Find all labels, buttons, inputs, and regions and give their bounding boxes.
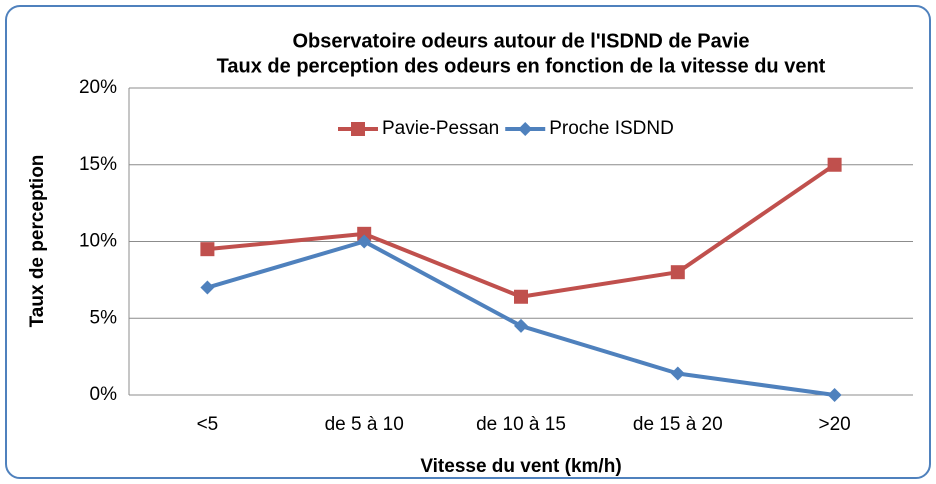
y-tick-label: 20%: [79, 77, 117, 98]
x-tick-label: >20: [818, 414, 850, 435]
y-tick-label: 0%: [90, 384, 118, 405]
y-tick-label: 15%: [79, 154, 117, 175]
chart-subtitle: Taux de perception des odeurs en fonctio…: [217, 55, 826, 77]
chart-title: Observatoire odeurs autour de l'ISDND de…: [292, 30, 749, 52]
x-axis-label: Vitesse du vent (km/h): [420, 456, 621, 477]
legend-label: Pavie-Pessan: [382, 118, 499, 139]
marker: [200, 242, 215, 257]
legend-label: Proche ISDND: [549, 118, 674, 139]
x-tick-label: de 5 à 10: [325, 414, 404, 435]
marker: [827, 388, 842, 402]
marker: [670, 265, 685, 280]
marker: [351, 122, 365, 136]
marker: [200, 280, 215, 295]
marker: [514, 289, 528, 304]
x-tick-label: de 15 à 20: [633, 414, 723, 435]
marker: [357, 226, 372, 241]
marker: [514, 318, 528, 333]
marker: [357, 234, 372, 249]
marker: [670, 366, 685, 381]
y-tick-label: 10%: [79, 231, 117, 252]
marker: [518, 122, 533, 136]
x-tick-label: de 10 à 15: [476, 414, 566, 435]
x-tick-label: <5: [197, 414, 219, 435]
y-axis-label: Taux de perception: [27, 155, 48, 328]
y-tick-label: 5%: [90, 307, 118, 328]
marker: [827, 157, 842, 172]
